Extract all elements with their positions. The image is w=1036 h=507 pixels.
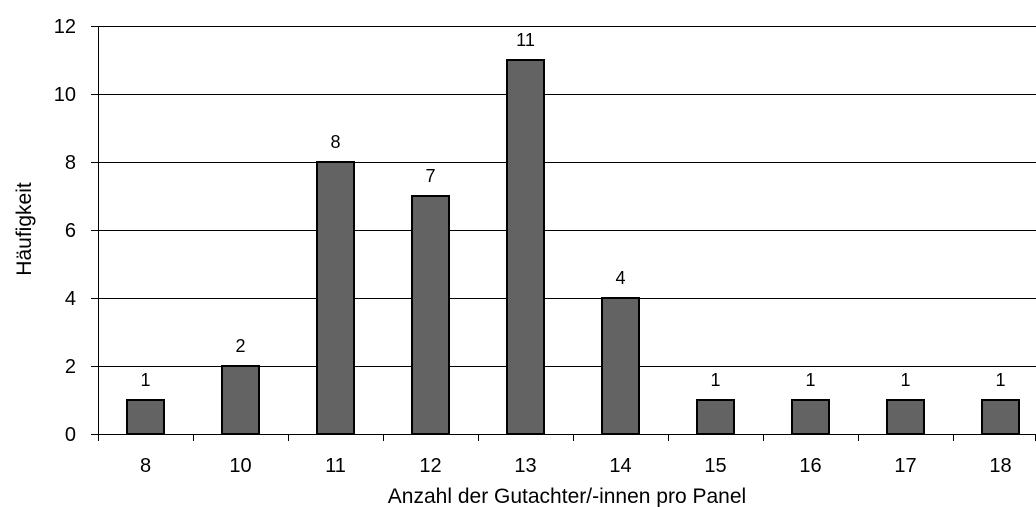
y-axis — [91, 26, 99, 435]
data-label-11: 8 — [330, 132, 340, 152]
data-label-18: 1 — [995, 370, 1005, 390]
y-axis-title: Häufigkeit — [13, 182, 36, 276]
x-tick-label: 12 — [419, 455, 441, 477]
bar-10 — [221, 365, 260, 435]
bars — [126, 59, 1020, 435]
x-tick-label: 13 — [514, 455, 536, 477]
data-label-background — [227, 335, 254, 359]
data-label-background — [417, 165, 444, 189]
data-label-10: 2 — [235, 336, 245, 356]
data-label-background — [987, 369, 1014, 393]
x-tick-labels: 8 10 11 12 13 14 15 16 17 18 — [140, 455, 1012, 477]
bar-8 — [126, 399, 165, 435]
y-tick-label: 4 — [65, 288, 76, 310]
x-axis-title: Anzahl der Gutachter/-innen pro Panel — [388, 485, 746, 507]
bar-14 — [601, 297, 640, 435]
bar-12 — [411, 195, 450, 435]
data-label-12: 7 — [425, 166, 435, 186]
data-label-background — [607, 267, 634, 291]
y-tick-label: 2 — [65, 356, 76, 378]
bar-17 — [886, 399, 925, 435]
data-label-background — [892, 369, 919, 393]
x-tick-label: 14 — [609, 455, 631, 477]
data-label-15: 1 — [710, 370, 720, 390]
x-tick-label: 15 — [704, 455, 726, 477]
data-label-background — [506, 29, 545, 53]
data-label-background — [797, 369, 824, 393]
y-tick-labels: 0 2 4 6 8 10 12 — [54, 16, 76, 446]
data-label-8: 1 — [140, 370, 150, 390]
x-tick-label: 8 — [140, 455, 151, 477]
x-tick-label: 17 — [894, 455, 916, 477]
x-tick-label: 18 — [989, 455, 1011, 477]
y-tick-label: 0 — [65, 424, 76, 446]
y-tick-label: 6 — [65, 220, 76, 242]
bar-11 — [316, 161, 355, 435]
data-label-13: 11 — [516, 30, 535, 50]
y-tick-label: 12 — [54, 16, 76, 38]
data-label-background — [702, 369, 729, 393]
x-tick-label: 16 — [799, 455, 821, 477]
x-tick-label: 10 — [229, 455, 251, 477]
bar-18 — [981, 399, 1020, 435]
data-label-14: 4 — [615, 268, 625, 288]
x-tick-label: 11 — [325, 455, 346, 477]
y-tick-label: 10 — [54, 84, 76, 106]
data-label-background — [322, 131, 349, 155]
y-tick-label: 8 — [65, 152, 76, 174]
data-label-background — [132, 369, 159, 393]
bar-15 — [696, 399, 735, 435]
bar-13 — [506, 59, 545, 435]
data-label-16: 1 — [805, 370, 815, 390]
data-label-17: 1 — [900, 370, 910, 390]
bar-16 — [791, 399, 830, 435]
